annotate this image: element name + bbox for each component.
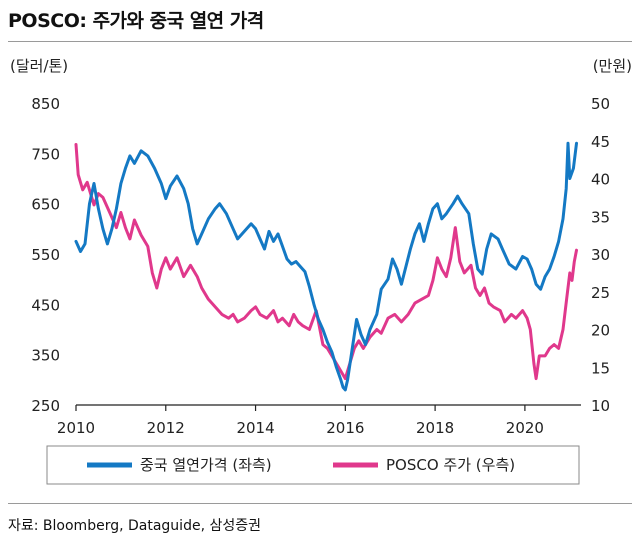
legend-box [46,445,580,485]
legend: 중국 열연가격 (좌측) POSCO 주가 (우측) [46,445,580,485]
series-line-posco-stock [74,143,578,381]
axes-layer: 850 750 650 550 450 350 250 50 45 40 35 30 25 20 15 10 2… [31,95,610,437]
x-tick-label: 2018 [416,419,454,437]
source-note: 자료: Bloomberg, Dataguide, 삼성증권 [8,518,261,534]
x-tick-label: 2016 [326,419,364,437]
y-left-tick-label: 450 [31,296,60,314]
title-divider [8,41,632,42]
x-tick-label: 2020 [506,419,544,437]
y-right-tick-label: 35 [591,208,610,226]
y-right-tick-label: 50 [591,95,610,113]
chart-canvas: (달러/톤) (만원) 850 750 650 550 450 350 250 50 45 40 3… [10,57,632,485]
series-layer [74,141,578,392]
y-right-tick-label: 30 [591,246,610,264]
y-right-tick-label: 10 [591,397,610,415]
y-left-tick-label: 550 [31,246,60,264]
x-tick-label: 2014 [236,419,274,437]
y-right-tick-label: 25 [591,284,610,302]
y-right-tick-label: 15 [591,359,610,377]
x-tick-label: 2010 [57,419,95,437]
y-left-tick-label: 350 [31,347,60,365]
chart-title: POSCO: 주가와 중국 열연 가격 [8,10,264,32]
y-right-tick-label: 20 [591,322,610,340]
legend-label-posco: POSCO 주가 (우측) [386,456,515,474]
right-axis-unit: (만원) [593,57,632,75]
x-tick-label: 2012 [147,419,185,437]
y-left-tick-label: 650 [31,196,60,214]
y-left-tick-label: 850 [31,95,60,113]
y-left-tick-label: 250 [31,397,60,415]
series-line-hot-rolled-price [74,141,578,392]
legend-label-hot-rolled: 중국 열연가격 (좌측) [140,456,272,474]
y-right-tick-label: 40 [591,171,610,189]
y-right-tick-label: 45 [591,133,610,151]
y-left-tick-label: 750 [31,145,60,163]
left-axis-unit: (달러/톤) [10,57,68,75]
source-divider [8,503,632,504]
